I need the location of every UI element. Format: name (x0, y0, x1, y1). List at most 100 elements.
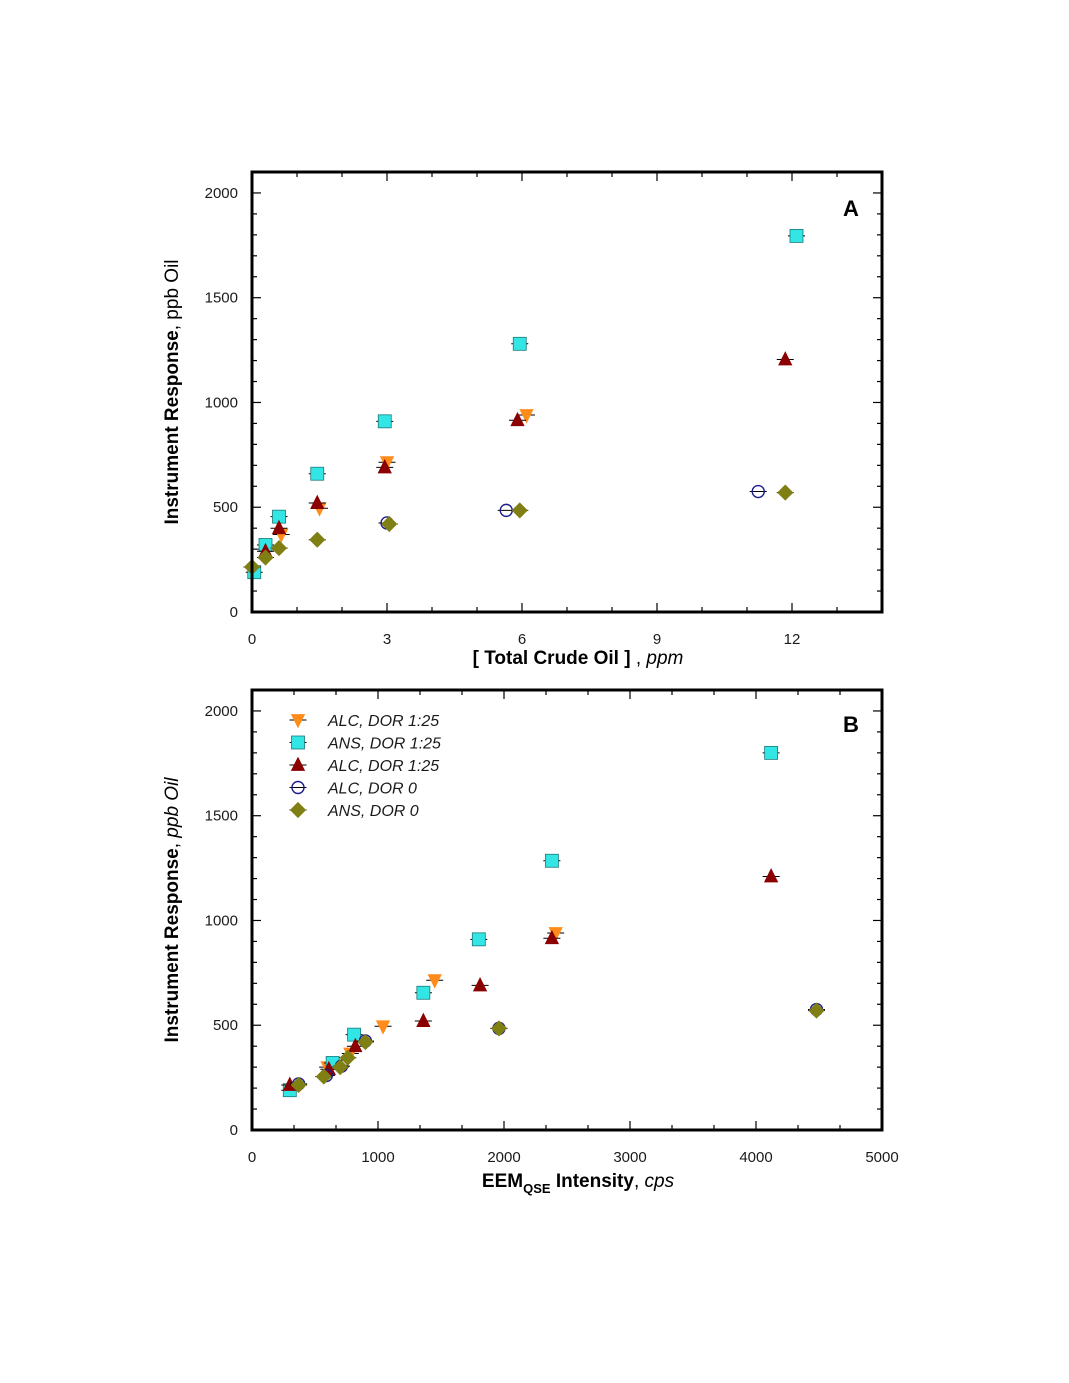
panel-b-legend: ALC, DOR 1:25 ANS, DOR 1:25 ALC, DOR 1:25 A… (289, 713, 441, 820)
legend-item: ANS, DOR 0 (289, 801, 419, 820)
y-tick-label: 0 (230, 1122, 238, 1139)
diamond-marker (807, 1002, 825, 1019)
panel-b-data-marks (281, 745, 825, 1098)
panel-a-x-axis-title-sep: , (631, 648, 647, 669)
diamond-marker (339, 1049, 357, 1066)
panel-a-x-axis-title-unit: ppm (645, 648, 683, 669)
legend-label: ANS, DOR 1:25 (327, 736, 441, 753)
legend-item: ANS, DOR 1:25 (289, 735, 441, 753)
triangle-up-marker (543, 929, 561, 945)
panel-b-x-axis-title-main: EEM (482, 1171, 523, 1192)
y-tick-label: 1500 (205, 290, 238, 307)
square-marker (511, 336, 529, 351)
square-marker (543, 853, 561, 868)
triangle-up-marker (308, 494, 326, 509)
x-tick-label: 9 (653, 631, 661, 648)
panel-a-y-axis-title: Instrument Response, ppb Oil (162, 259, 183, 524)
panel-b-x-axis-title-rest: Intensity (551, 1171, 635, 1192)
panel-a: 0 3 6 9 12 0 500 1000 1500 2000 A [ Total Crude O… (162, 170, 884, 669)
y-tick-label: 0 (230, 604, 238, 621)
legend-square-marker (289, 735, 307, 750)
legend-triangle-down-marker (289, 714, 307, 729)
triangle-down-marker (374, 1020, 392, 1035)
square-marker (762, 745, 780, 760)
triangle-up-marker (346, 1037, 364, 1053)
diamond-marker (308, 531, 326, 548)
x-tick-label: 0 (248, 631, 256, 648)
panel-a-data-marks (243, 229, 805, 580)
panel-b-letter: B (843, 712, 859, 737)
legend-circle-marker (289, 780, 307, 795)
square-marker (376, 414, 394, 429)
panel-a-x-axis-title: [ Total Crude Oil ] , ppm (473, 648, 684, 669)
y-tick-label: 2000 (205, 703, 238, 720)
x-tick-label: 3000 (613, 1149, 646, 1166)
legend-item: ALC, DOR 1:25 (289, 756, 439, 775)
panel-a-ticks (251, 171, 883, 613)
y-tick-label: 1500 (205, 808, 238, 825)
triangle-up-marker (414, 1012, 432, 1027)
legend-item: ALC, DOR 1:25 (289, 713, 439, 730)
panel-b-plot-frame (250, 688, 884, 1132)
x-tick-label: 12 (784, 631, 801, 648)
legend-label: ALC, DOR 1:25 (327, 713, 439, 730)
square-marker (308, 466, 326, 481)
diamond-marker (511, 502, 529, 519)
diamond-marker (356, 1033, 374, 1051)
square-marker (270, 509, 288, 524)
panel-a-y-axis-title-main: Instrument Response (162, 330, 183, 524)
y-tick-label: 500 (213, 499, 238, 516)
triangle-down-marker (426, 974, 444, 989)
y-tick-label: 2000 (205, 185, 238, 202)
circle-marker (749, 484, 767, 499)
triangle-up-marker (776, 351, 794, 366)
legend-triangle-up-marker (289, 756, 307, 771)
square-marker (414, 985, 432, 1000)
legend-item: ALC, DOR 0 (289, 780, 417, 798)
legend-label: ALC, DOR 0 (327, 781, 417, 798)
panel-a-tick-labels: 0 3 6 9 12 0 500 1000 1500 2000 (205, 185, 801, 648)
panel-b-x-axis-title-sep: , (634, 1171, 645, 1192)
square-marker (788, 229, 805, 243)
panel-b-y-axis-title-main: Instrument Response (162, 848, 183, 1042)
legend-label: ANS, DOR 0 (327, 803, 419, 820)
triangle-down-marker (518, 409, 535, 424)
diamond-marker (290, 1076, 308, 1094)
x-tick-label: 5000 (865, 1149, 898, 1166)
y-tick-label: 1000 (205, 912, 238, 929)
square-marker (470, 932, 488, 947)
legend-diamond-marker (289, 801, 307, 819)
panel-a-letter: A (843, 196, 859, 221)
diamond-marker (315, 1068, 333, 1085)
x-tick-label: 0 (248, 1149, 256, 1166)
diamond-marker (490, 1020, 508, 1037)
panel-b-tick-labels: 0 1000 2000 3000 4000 5000 0 500 1000 1500 2000 (205, 703, 899, 1166)
diamond-marker (776, 484, 794, 501)
triangle-up-marker (376, 459, 394, 474)
panel-b-x-axis-title-unit: cps (645, 1171, 675, 1192)
panel-b-x-axis-title-sub: QSE (523, 1181, 551, 1196)
panel-b-y-axis-title: Instrument Response, ppb Oil (162, 777, 183, 1043)
panel-a-y-axis-title-sep: , (162, 320, 183, 331)
triangle-up-marker (509, 411, 526, 427)
x-tick-label: 3 (383, 631, 391, 648)
x-tick-label: 6 (518, 631, 526, 648)
panel-a-plot-frame (250, 170, 884, 614)
triangle-up-marker (762, 868, 780, 883)
x-tick-label: 1000 (361, 1149, 394, 1166)
x-tick-label: 2000 (487, 1149, 520, 1166)
y-tick-label: 1000 (205, 394, 238, 411)
panel-b-x-axis-title: EEMQSE Intensity, cps (482, 1171, 675, 1196)
diamond-marker (270, 540, 288, 557)
x-tick-label: 4000 (739, 1149, 772, 1166)
diamond-marker (331, 1059, 349, 1076)
panel-b-y-axis-title-sep: , (162, 838, 183, 849)
legend-label: ALC, DOR 1:25 (327, 758, 439, 775)
panel-a-x-axis-title-main: [ Total Crude Oil ] (473, 648, 631, 669)
triangle-up-marker (471, 977, 489, 992)
panel-a-y-axis-title-unit: ppb Oil (162, 259, 183, 319)
diamond-marker (257, 549, 274, 566)
triangle-up-marker (270, 519, 288, 535)
